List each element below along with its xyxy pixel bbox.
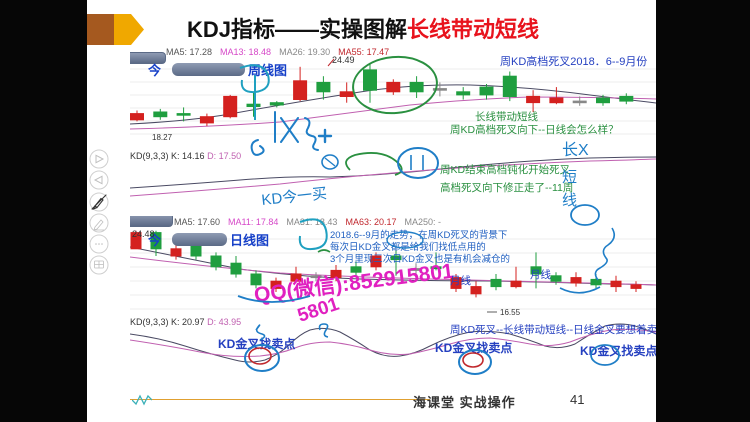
- svg-text:5801: 5801: [295, 294, 342, 327]
- svg-text:周KD死叉--长线带动短线--日线金叉要想着卖: 周KD死叉--长线带动短线--日线金叉要想着卖: [450, 323, 657, 336]
